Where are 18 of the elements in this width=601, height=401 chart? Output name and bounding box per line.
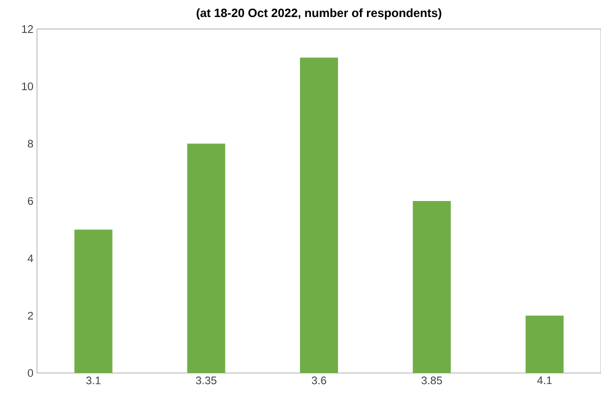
- x-tick-label: 3.6: [312, 376, 326, 384]
- x-tick-label: 3.85: [422, 376, 442, 384]
- bar: [300, 58, 338, 373]
- x-tick-label: 4.1: [537, 376, 552, 384]
- y-tick-label: 2: [28, 312, 33, 320]
- bar: [526, 316, 564, 373]
- chart-title: (at 18-20 Oct 2022, number of respondents): [196, 8, 442, 20]
- y-tick-label: 6: [28, 197, 33, 205]
- y-tick-label: 8: [28, 140, 33, 148]
- x-tick-label: 3.1: [86, 376, 100, 384]
- bar: [412, 201, 451, 373]
- bar: [74, 230, 112, 373]
- bar: [187, 144, 226, 373]
- y-tick-label: 12: [22, 25, 33, 33]
- y-tick-label: 4: [28, 254, 34, 262]
- y-tick-label: 0: [28, 369, 34, 377]
- y-tick-label: 10: [22, 82, 34, 90]
- x-tick-label: 3.35: [196, 376, 216, 384]
